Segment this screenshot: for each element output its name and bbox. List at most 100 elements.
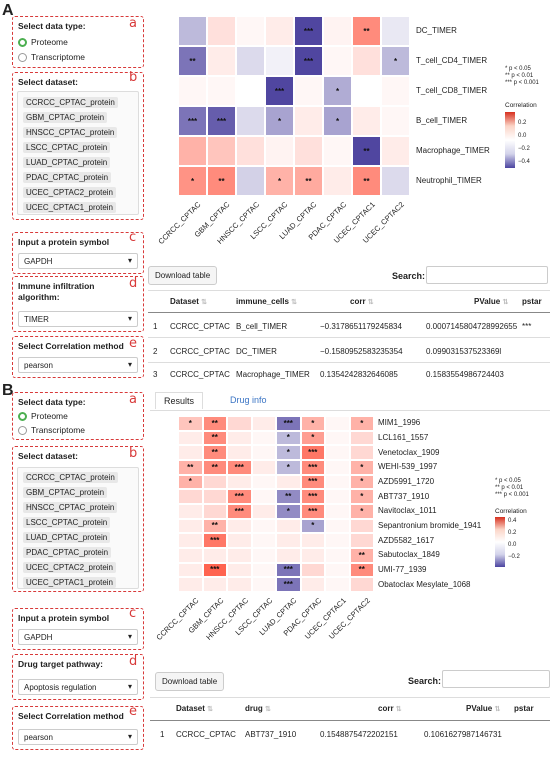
- heatmap-cell: [352, 76, 381, 106]
- column-header[interactable]: Dataset ⇅: [170, 297, 207, 306]
- heatmap-cell: *: [276, 430, 301, 446]
- dataset-item[interactable]: LUAD_CPTAC_protein: [23, 157, 111, 168]
- cell-corr: 0.1548875472202151: [320, 730, 398, 739]
- protein-select[interactable]: GAPDH ▾: [18, 253, 138, 269]
- heatmap-b: * ** *** * * ** * * ** * *** ** ** *** * *** * * *** * *** **…: [178, 416, 374, 592]
- heatmap-cell: ***: [227, 460, 252, 475]
- column-header[interactable]: corr ⇅: [378, 704, 402, 713]
- dataset-item[interactable]: UCEC_CPTAC2_protein: [23, 562, 116, 573]
- heatmap-cell: [325, 577, 350, 592]
- row-index: 3: [153, 370, 158, 379]
- search-input[interactable]: [442, 670, 550, 688]
- protein-select[interactable]: GAPDH ▾: [18, 629, 138, 645]
- heatmap-cell: [323, 136, 352, 166]
- heatmap-cell: *: [349, 474, 374, 490]
- caret-down-icon: ▾: [127, 314, 132, 323]
- heatmap-cell: [325, 474, 350, 490]
- heatmap-cell: [227, 518, 252, 534]
- dataset-item[interactable]: UCEC_CPTAC1_protein: [23, 202, 116, 213]
- dataset-item[interactable]: HNSCC_CPTAC_protein: [23, 502, 118, 513]
- dataset-list[interactable]: CCRCC_CPTAC_protein GBM_CPTAC_protein HN…: [17, 467, 139, 589]
- column-header[interactable]: PValue ⇅: [474, 297, 508, 306]
- label-e: e: [129, 704, 137, 719]
- dataset-item[interactable]: LUAD_CPTAC_protein: [23, 532, 111, 543]
- dataset-item[interactable]: LSCC_CPTAC_protein: [23, 142, 111, 153]
- download-table-button[interactable]: Download table: [148, 266, 218, 285]
- heatmap-cell: *: [276, 460, 301, 475]
- heatmap-cell: [251, 445, 276, 460]
- radio-proteome[interactable]: Proteome: [18, 37, 68, 47]
- heatmap-cell: [251, 533, 276, 548]
- column-header[interactable]: immune_cells ⇅: [236, 297, 297, 306]
- algo-title: Immune infiltration algorithm:: [18, 281, 95, 302]
- dataset-item[interactable]: UCEC_CPTAC2_protein: [23, 187, 116, 198]
- heatmap-cell: [349, 518, 374, 534]
- heatmap-cell: [251, 577, 276, 592]
- dataset-item[interactable]: HNSCC_CPTAC_protein: [23, 127, 118, 138]
- data-type-title: Select data type:: [18, 21, 86, 31]
- dataset-list[interactable]: CCRCC_CPTAC_protein GBM_CPTAC_protein HN…: [17, 91, 139, 215]
- heatmap-cell: [276, 533, 301, 548]
- column-header-label: corr: [350, 297, 366, 306]
- dataset-item[interactable]: GBM_CPTAC_protein: [23, 112, 108, 123]
- protein-box-b: Input a protein symbol GAPDH ▾: [12, 608, 144, 650]
- heatmap-row-label: ABT737_1910: [378, 491, 430, 501]
- heatmap-row-label: UMI-77_1939: [378, 565, 427, 574]
- column-header[interactable]: drug ⇅: [245, 704, 271, 713]
- dataset-item[interactable]: UCEC_CPTAC1_protein: [23, 577, 116, 588]
- heatmap-cell: **: [352, 166, 381, 196]
- algo-select[interactable]: TIMER ▾: [18, 311, 138, 327]
- cell-dataset: CCRCC_CPTAC: [176, 730, 236, 739]
- heatmap-cell: [178, 577, 203, 592]
- protein-value: GAPDH: [24, 633, 53, 642]
- dataset-item[interactable]: LSCC_CPTAC_protein: [23, 517, 111, 528]
- column-header[interactable]: pstar: [522, 297, 542, 306]
- dataset-item[interactable]: PDAC_CPTAC_protein: [23, 547, 112, 558]
- cell-corr: −0.3178651179245834: [320, 322, 402, 331]
- column-header[interactable]: Dataset ⇅: [176, 704, 213, 713]
- cell-corr: 0.1354242832646085: [320, 370, 398, 379]
- corr-select[interactable]: pearson ▾: [18, 357, 138, 373]
- colorbar-tick: 0.0: [508, 542, 517, 548]
- corr-select[interactable]: pearson ▾: [18, 729, 138, 745]
- column-header[interactable]: PValue ⇅: [466, 704, 500, 713]
- cell-pvalue: 0.0007145804728992655: [426, 322, 518, 331]
- heatmap-cell: [202, 489, 227, 504]
- heatmap-cell: *: [178, 474, 203, 490]
- radio-proteome[interactable]: Proteome: [18, 411, 68, 421]
- dataset-item[interactable]: PDAC_CPTAC_protein: [23, 172, 112, 183]
- radio-transcriptome[interactable]: Transcriptome: [18, 52, 85, 62]
- dataset-item[interactable]: GBM_CPTAC_protein: [23, 487, 108, 498]
- label-e: e: [129, 336, 137, 351]
- heatmap-cell: [178, 562, 203, 578]
- dataset-item[interactable]: CCRCC_CPTAC_protein: [23, 97, 118, 108]
- algo-value: TIMER: [24, 315, 49, 324]
- heatmap-cell: **: [202, 430, 227, 446]
- pathway-select[interactable]: Apoptosis regulation ▾: [18, 679, 138, 695]
- column-header-label: Dataset: [170, 297, 199, 306]
- sort-icon: ⇅: [201, 299, 208, 306]
- heatmap-cell: [207, 46, 236, 76]
- heatmap-cell: [227, 577, 252, 592]
- cell-corr: −0.1580952583235354: [320, 347, 403, 356]
- radio-on-icon: [18, 411, 27, 421]
- cell-immune: B_cell_TIMER: [236, 322, 288, 331]
- column-header[interactable]: corr ⇅: [350, 297, 374, 306]
- heatmap-cell: [294, 76, 323, 106]
- tab-drug-info[interactable]: Drug info: [230, 395, 267, 405]
- search-input[interactable]: [426, 266, 548, 284]
- label-d: d: [129, 654, 138, 669]
- legend-title-b: Correlation: [495, 508, 527, 515]
- caret-down-icon: ▾: [127, 732, 132, 741]
- tab-results[interactable]: Results: [155, 392, 204, 409]
- column-header-label: corr: [378, 704, 394, 713]
- heatmap-cell: [300, 562, 325, 578]
- download-table-button[interactable]: Download table: [155, 672, 225, 691]
- heatmap-cell: [325, 548, 350, 563]
- sig-item: *** p < 0.001: [505, 80, 539, 86]
- column-header[interactable]: pstar: [514, 704, 534, 713]
- heatmap-cell: [227, 474, 252, 490]
- radio-transcriptome[interactable]: Transcriptome: [18, 425, 85, 435]
- heatmap-row-label: Neutrophil_TIMER: [416, 176, 482, 185]
- dataset-item[interactable]: CCRCC_CPTAC_protein: [23, 472, 118, 483]
